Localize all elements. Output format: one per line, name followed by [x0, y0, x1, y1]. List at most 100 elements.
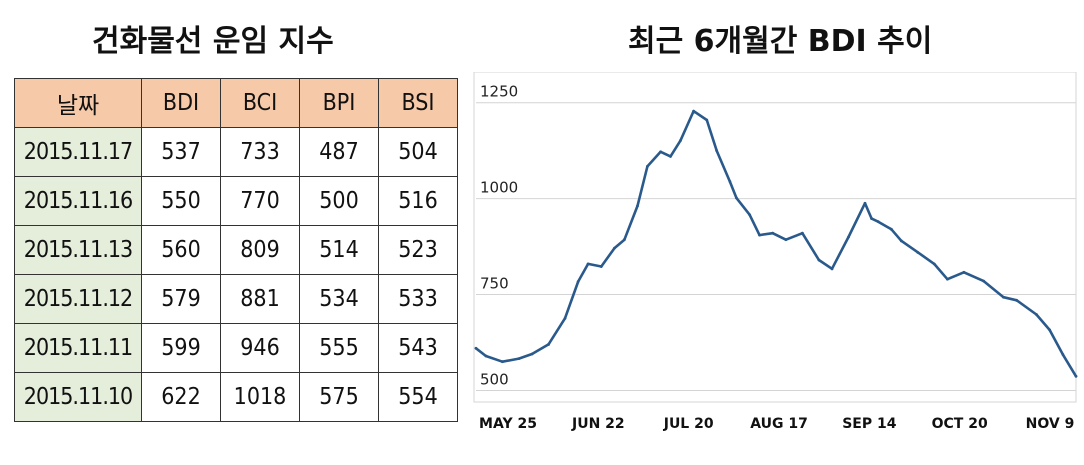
bpi-cell: 534 [299, 274, 379, 324]
bsi-cell: 523 [378, 225, 458, 275]
x-tick-label: AUG 17 [750, 416, 808, 432]
freight-index-table: 날짜 BDI BCI BPI BSI 2015.11.17 537 733 48… [14, 78, 458, 422]
header-date: 날짜 [14, 78, 142, 128]
bpi-cell: 575 [299, 372, 379, 422]
data-point [1002, 295, 1005, 299]
data-point [962, 270, 966, 274]
y-tick-label: 750 [480, 275, 509, 293]
date-cell: 2015.11.16 [14, 176, 142, 226]
x-tick-labels: MAY 25 JUN 22 JUL 20 AUG 17 SEP 14 OCT 20 NOV … [479, 416, 1074, 432]
table-row: 2015.11.16 550 770 500 516 [14, 176, 458, 226]
date-cell: 2015.11.12 [14, 274, 142, 324]
x-tick-label: NOV 9 [1026, 416, 1075, 432]
bci-cell: 809 [220, 225, 300, 275]
data-point [784, 238, 788, 242]
data-point [599, 265, 603, 268]
data-point [982, 279, 986, 283]
x-tick-label: MAY 25 [479, 416, 537, 432]
data-point [1048, 328, 1052, 332]
data-point [474, 346, 478, 350]
data-point [735, 196, 738, 200]
data-point [500, 360, 504, 364]
bci-cell: 770 [220, 176, 300, 226]
data-point [863, 201, 867, 205]
bpi-cell: 514 [299, 225, 379, 275]
table-header-row: 날짜 BDI BCI BPI BSI [14, 78, 458, 128]
bdi-line-chart: 500 750 1000 1250 MAY 25 JUN 22 JUL 20 AUG 17 S… [470, 72, 1080, 457]
bdi-cell: 537 [141, 127, 221, 177]
table-title: 건화물선 운임 지수 [92, 24, 334, 59]
data-point [715, 149, 719, 153]
date-cell: 2015.11.13 [14, 225, 142, 275]
data-point [728, 179, 732, 183]
data-point [705, 118, 709, 122]
table-row: 2015.11.13 560 809 514 523 [14, 225, 458, 275]
bpi-cell: 555 [299, 323, 379, 373]
bci-cell: 733 [220, 127, 300, 177]
x-tick-label: JUL 20 [663, 416, 714, 432]
data-point [613, 246, 616, 250]
data-point [636, 204, 639, 208]
header-bci: BCI [220, 78, 300, 128]
data-point [932, 262, 936, 266]
bpi-cell: 487 [299, 127, 379, 177]
data-point [1035, 313, 1038, 316]
data-point [563, 316, 567, 320]
chart-background [470, 72, 1080, 457]
x-tick-label: JUN 22 [571, 416, 625, 432]
header-bdi: BDI [141, 78, 221, 128]
data-point [748, 213, 752, 217]
data-point [889, 227, 893, 231]
table-row: 2015.11.11 599 946 555 543 [14, 323, 458, 373]
x-tick-label: OCT 20 [932, 416, 988, 432]
bci-cell: 881 [220, 274, 300, 324]
data-point [1015, 298, 1019, 302]
bci-cell: 946 [220, 323, 300, 373]
data-point [547, 343, 550, 346]
data-point [876, 220, 880, 224]
data-point [576, 280, 580, 283]
y-tick-label: 1000 [480, 179, 518, 197]
data-point [669, 155, 672, 158]
table-row: 2015.11.10 622 1018 575 554 [14, 372, 458, 422]
data-point [830, 267, 834, 271]
bsi-cell: 516 [378, 176, 458, 226]
y-tick-labels: 500 750 1000 1250 [480, 83, 518, 389]
date-cell: 2015.11.10 [14, 372, 142, 422]
data-point [946, 277, 949, 281]
x-tick-label: SEP 14 [842, 416, 897, 432]
data-point [1074, 374, 1078, 378]
table-row: 2015.11.17 537 733 487 504 [14, 127, 458, 177]
chart-title: 최근 6개월간 BDI 추이 [628, 24, 933, 59]
data-point [916, 250, 920, 254]
data-point [622, 238, 626, 242]
data-point [817, 258, 821, 262]
plot-frame [473, 72, 1077, 403]
header-bsi: BSI [378, 78, 458, 128]
bsi-cell: 504 [378, 127, 458, 177]
date-cell: 2015.11.11 [14, 323, 142, 373]
data-point [530, 352, 534, 356]
bsi-cell: 533 [378, 274, 458, 324]
data-point [899, 239, 903, 243]
bdi-cell: 579 [141, 274, 221, 324]
data-point [484, 354, 488, 358]
data-point [1061, 353, 1065, 356]
bpi-cell: 500 [299, 176, 379, 226]
data-point [692, 109, 695, 113]
bdi-line [474, 109, 1078, 378]
data-point [870, 217, 874, 220]
data-point [800, 231, 804, 235]
data-point [659, 150, 663, 154]
y-tick-label: 500 [480, 370, 509, 388]
data-point [771, 231, 775, 235]
data-point [517, 357, 521, 361]
bsi-cell: 543 [378, 323, 458, 373]
data-point [586, 262, 590, 266]
bdi-cell: 550 [141, 176, 221, 226]
data-point [678, 139, 682, 143]
bdi-series [474, 109, 1078, 378]
data-point [758, 233, 761, 237]
bdi-cell: 622 [141, 372, 221, 422]
bsi-cell: 554 [378, 372, 458, 422]
